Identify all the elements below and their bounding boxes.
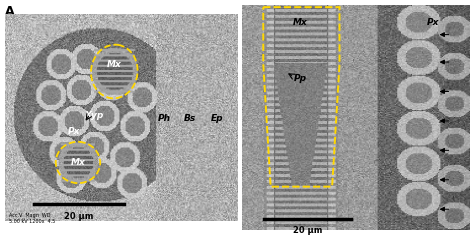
Text: Pp: Pp (293, 74, 307, 83)
Text: Ep: Ep (211, 114, 224, 122)
Text: Bs: Bs (184, 114, 196, 122)
Text: B: B (254, 5, 263, 18)
Text: Px: Px (68, 127, 80, 136)
Text: Px: Px (427, 18, 439, 27)
Text: A: A (5, 5, 14, 18)
Text: Xyp: Xyp (84, 111, 104, 121)
Text: Mx: Mx (293, 18, 308, 27)
Text: Ph: Ph (158, 114, 171, 122)
Text: 20 μm: 20 μm (64, 212, 94, 221)
Text: Mx: Mx (71, 158, 85, 167)
Text: Mx: Mx (107, 60, 122, 69)
Text: Acc.V  Magn  WD
5.00 kV 1200x  4.5: Acc.V Magn WD 5.00 kV 1200x 4.5 (9, 213, 55, 224)
Text: 20 μm: 20 μm (293, 226, 322, 235)
